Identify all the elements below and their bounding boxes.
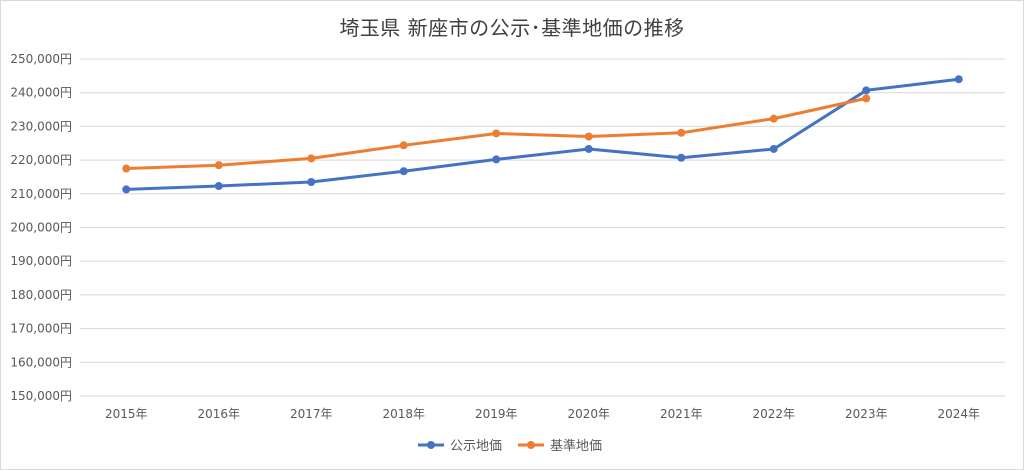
legend-label: 公示地価 [450, 439, 502, 454]
data-point [769, 114, 778, 123]
chart-title: 埼玉県 新座市の公示･基準地価の推移 [339, 16, 685, 40]
data-point [214, 182, 223, 191]
data-point [399, 141, 408, 150]
legend-label: 基準地価 [550, 438, 602, 454]
data-point [122, 164, 131, 173]
x-tick-label: 2023年 [845, 407, 888, 421]
y-tick-label: 180,000円 [10, 288, 72, 302]
y-tick-label: 200,000円 [10, 221, 72, 235]
data-point [492, 155, 501, 164]
legend-swatch-marker [527, 441, 535, 449]
data-point [677, 153, 686, 162]
data-point [492, 129, 501, 138]
data-point [214, 161, 223, 170]
data-point [769, 144, 778, 153]
data-point [862, 86, 871, 95]
data-point [122, 185, 131, 194]
y-tick-label: 230,000円 [10, 119, 72, 133]
y-tick-label: 190,000円 [10, 254, 72, 268]
legend-swatch-marker [427, 441, 435, 449]
y-tick-label: 240,000円 [10, 86, 72, 100]
data-point [862, 94, 871, 103]
x-tick-label: 2022年 [752, 407, 795, 421]
data-point [307, 178, 316, 187]
y-tick-label: 220,000円 [10, 153, 72, 167]
data-point [954, 75, 963, 84]
y-tick-label: 150,000円 [10, 389, 72, 403]
x-tick-label: 2024年 [937, 407, 980, 421]
y-tick-label: 160,000円 [10, 355, 72, 369]
x-tick-label: 2019年 [475, 407, 518, 421]
data-point [584, 132, 593, 141]
x-tick-label: 2018年 [382, 407, 425, 421]
data-point [677, 128, 686, 137]
x-tick-label: 2016年 [197, 407, 240, 421]
series-line-0 [124, 77, 961, 191]
x-tick-label: 2020年 [567, 407, 610, 421]
y-tick-label: 210,000円 [10, 187, 72, 201]
x-tick-label: 2015年 [105, 407, 148, 421]
x-tick-label: 2017年 [290, 407, 333, 421]
x-tick-label: 2021年 [660, 407, 703, 421]
data-point [307, 154, 316, 163]
data-point [584, 144, 593, 153]
data-point [399, 167, 408, 176]
y-tick-label: 250,000円 [10, 52, 72, 66]
y-tick-label: 170,000円 [10, 322, 72, 336]
